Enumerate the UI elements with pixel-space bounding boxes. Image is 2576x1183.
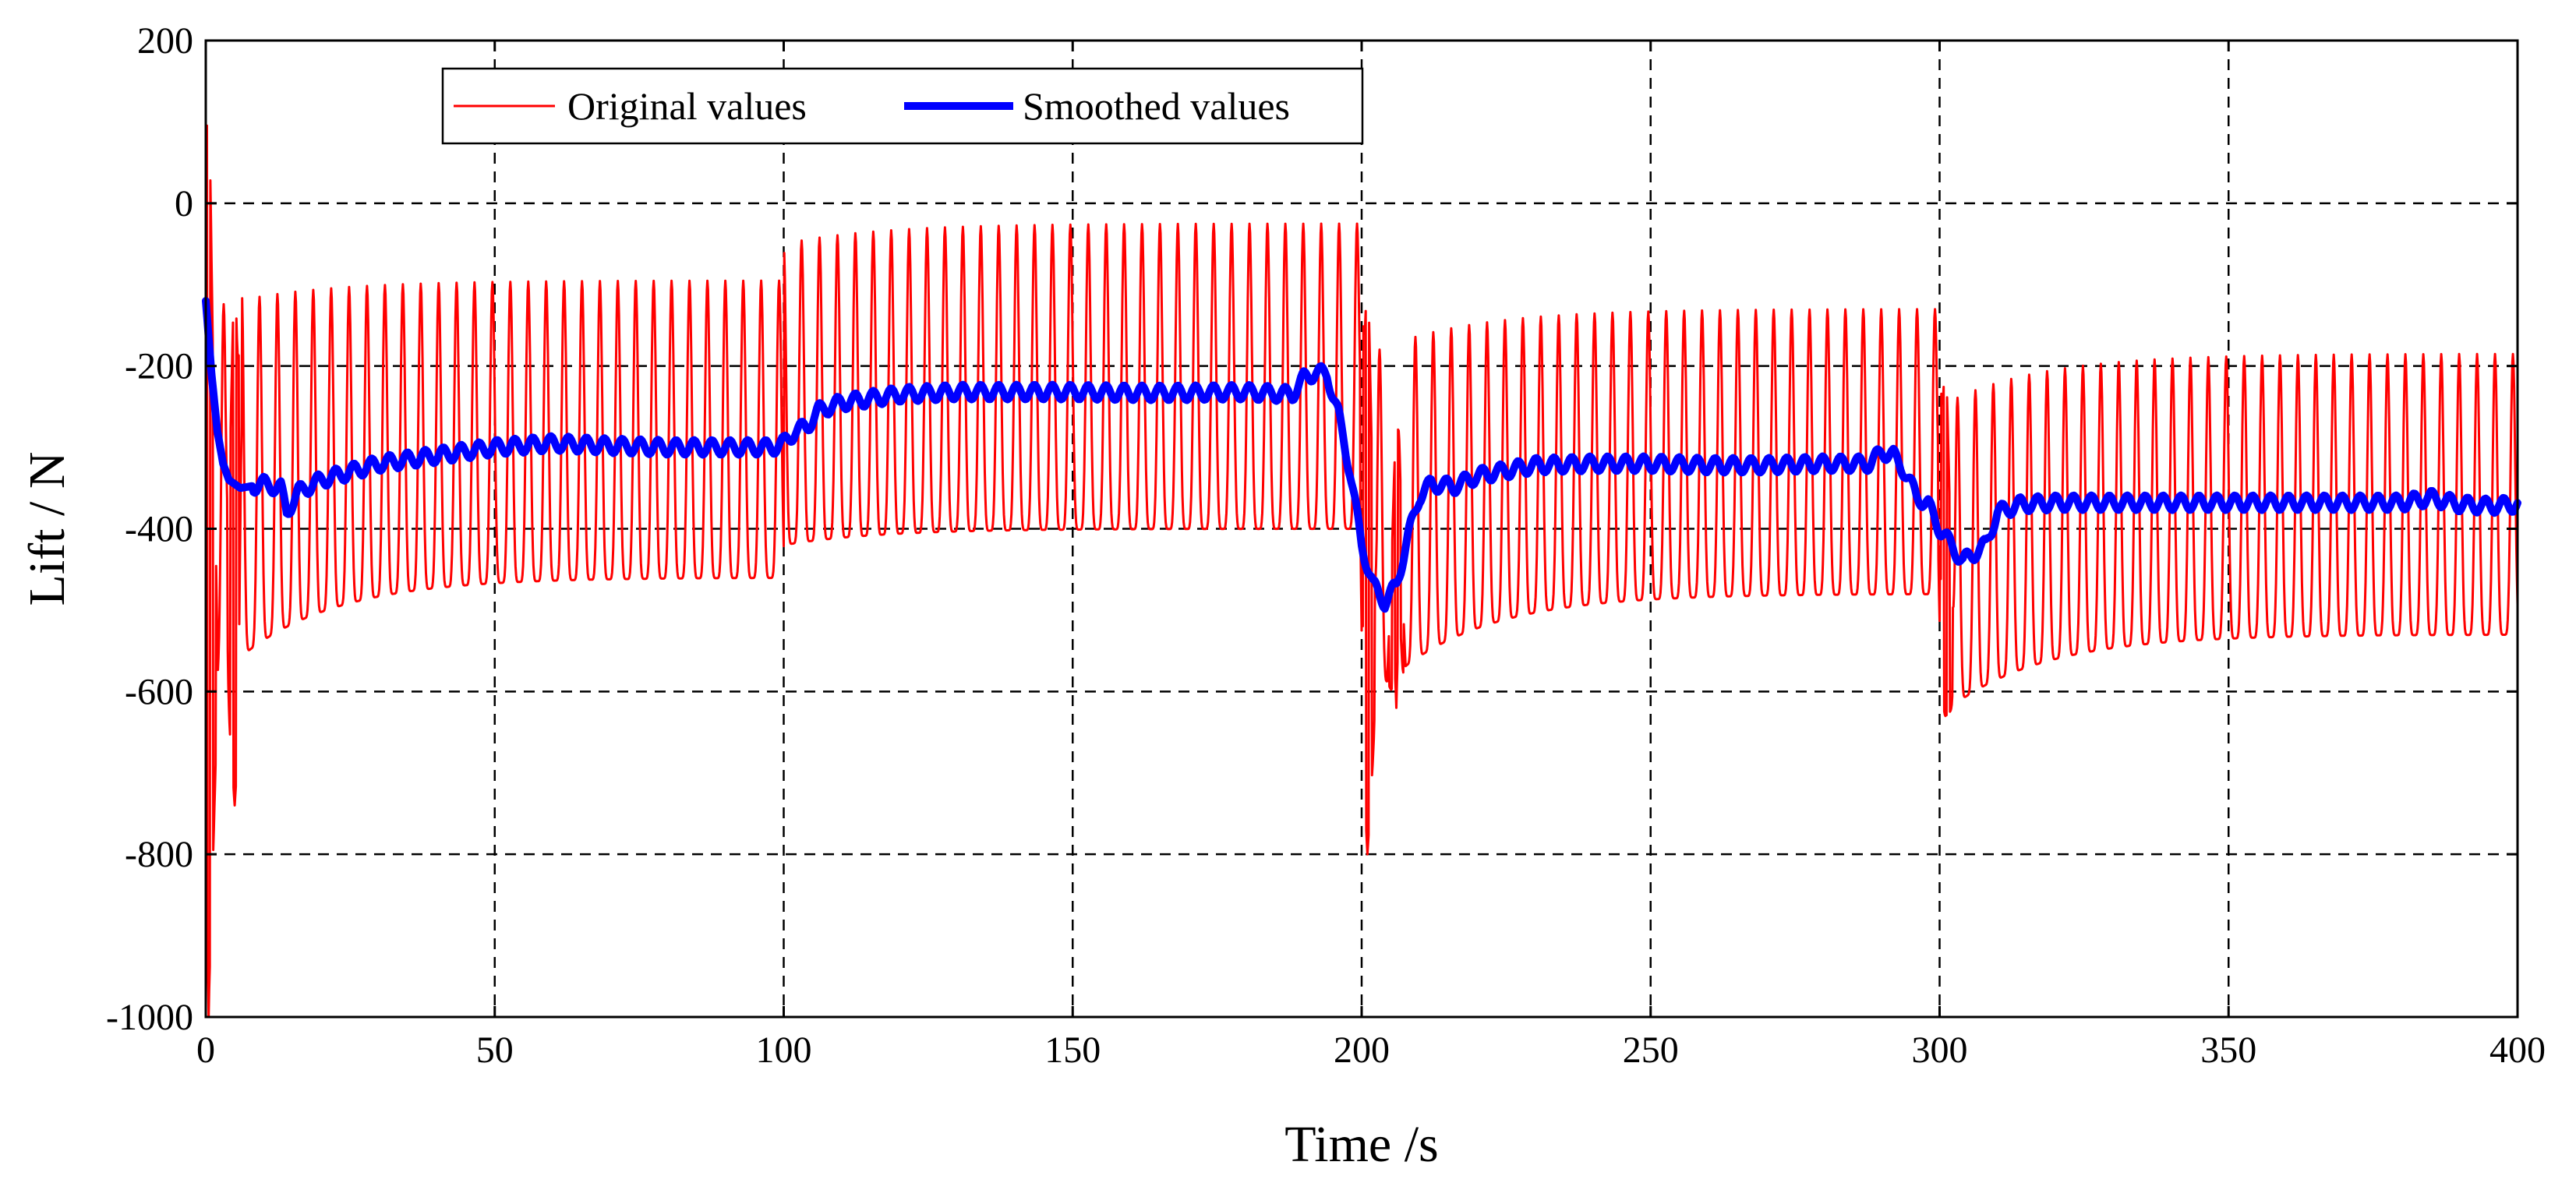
x-tick-label: 100 [756, 1029, 812, 1071]
x-tick-label: 400 [2489, 1029, 2546, 1071]
series-line-original [204, 124, 2519, 1019]
y-tick-label: -1000 [106, 997, 193, 1038]
x-tick-label: 200 [1334, 1029, 1390, 1071]
legend-label-original: Original values [567, 84, 807, 128]
x-tick-label: 150 [1044, 1029, 1101, 1071]
series-original-values [204, 124, 2519, 1019]
x-tick-labels: 0 50 100 150 200 250 300 350 400 [196, 1029, 2546, 1071]
y-tick-label: 200 [137, 20, 193, 62]
series-line-smoothed [202, 297, 2521, 613]
x-axis-title: Time /s [1284, 1116, 1438, 1173]
y-tick-labels: 200 0 -200 -400 -600 -800 -1000 [106, 20, 193, 1038]
series-smoothed-values [202, 297, 2521, 613]
y-tick-label: -400 [125, 509, 193, 550]
y-tick-label: -200 [125, 346, 193, 387]
legend: Original values Smoothed values [441, 67, 1364, 145]
y-axis-title: Lift / N [19, 452, 76, 606]
axis-ticks [204, 39, 2519, 1019]
x-tick-label: 300 [1912, 1029, 1968, 1071]
x-tick-label: 50 [476, 1029, 514, 1071]
legend-box [441, 67, 1364, 145]
x-tick-label: 350 [2200, 1029, 2256, 1071]
legend-label-smoothed: Smoothed values [1023, 84, 1290, 128]
y-tick-label: -800 [125, 834, 193, 875]
y-tick-label: -600 [125, 671, 193, 712]
y-tick-label: 0 [175, 183, 193, 224]
x-tick-label: 0 [196, 1029, 215, 1071]
x-tick-label: 250 [1623, 1029, 1679, 1071]
